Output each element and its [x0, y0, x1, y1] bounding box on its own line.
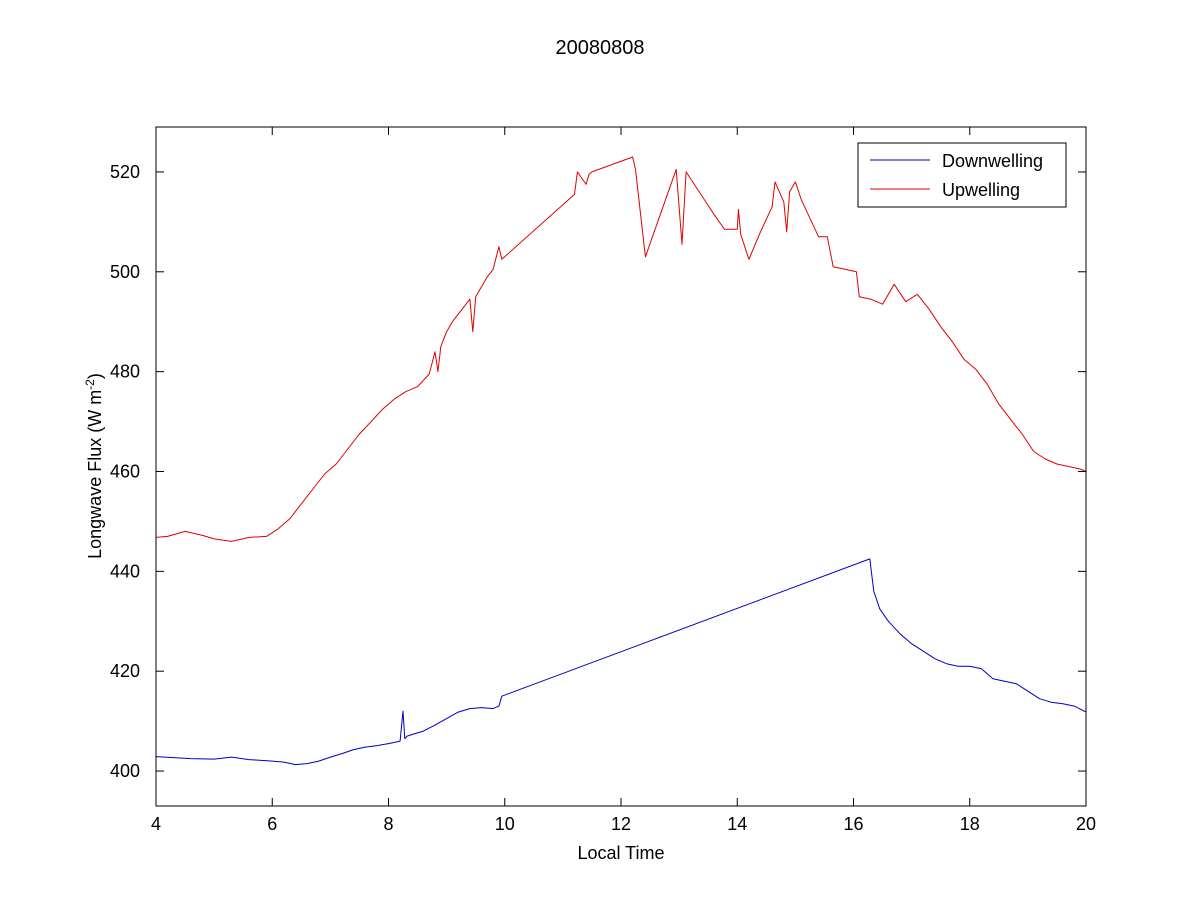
- y-tick-label: 440: [110, 561, 140, 581]
- x-tick-label: 8: [383, 814, 393, 834]
- x-tick-label: 6: [267, 814, 277, 834]
- legend-label-downwelling: Downwelling: [942, 151, 1043, 171]
- x-axis-label: Local Time: [577, 843, 664, 863]
- chart-title: 20080808: [556, 37, 645, 59]
- x-tick-label: 10: [495, 814, 515, 834]
- y-tick-label: 500: [110, 262, 140, 282]
- y-axis-label-text: Longwave Flux (W m: [85, 390, 105, 559]
- x-tick-label: 14: [727, 814, 747, 834]
- y-tick-label: 400: [110, 761, 140, 781]
- axis-ticks: 4 6 8 10 12 14 16 18 20 400 420 440 460 480 500 520: [110, 127, 1096, 834]
- legend-label-upwelling: Upwelling: [942, 180, 1020, 200]
- series-line-upwelling: [155, 156, 1087, 542]
- x-tick-label: 16: [843, 814, 863, 834]
- x-tick-label: 20: [1076, 814, 1096, 834]
- y-tick-label: 460: [110, 461, 140, 481]
- series-layer: [155, 156, 1087, 766]
- y-tick-label: 420: [110, 661, 140, 681]
- y-tick-label: 480: [110, 362, 140, 382]
- plot-area-frame: [155, 126, 1087, 807]
- series-line-downwelling: [155, 558, 1087, 766]
- y-tick-label: 520: [110, 162, 140, 182]
- x-tick-label: 12: [611, 814, 631, 834]
- y-axis-label-exponent: -2: [83, 379, 97, 390]
- legend-box: [857, 142, 1067, 208]
- x-tick-label: 4: [151, 814, 161, 834]
- x-tick-label: 18: [960, 814, 980, 834]
- legend: Downwelling Upwelling: [857, 142, 1067, 208]
- y-axis-label-close: ): [85, 373, 105, 379]
- y-axis-label: Longwave Flux (W m-2): [83, 373, 105, 559]
